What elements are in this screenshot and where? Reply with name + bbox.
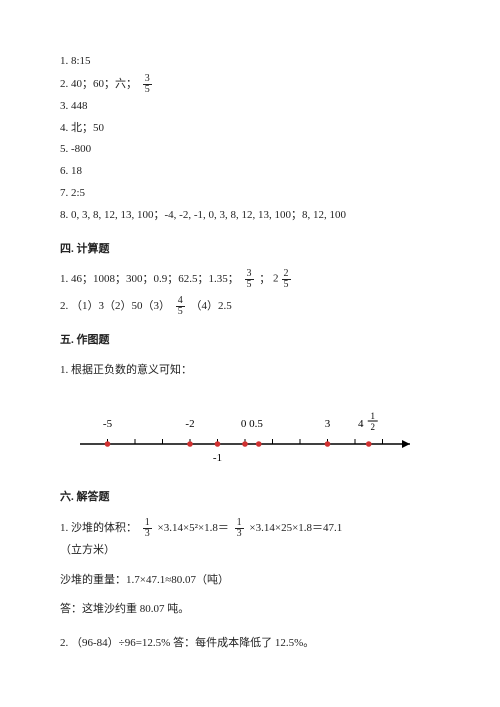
fraction: 4 5 xyxy=(176,296,185,317)
number-line: -5 -2 0 0.5 3 412 -1 xyxy=(60,399,440,474)
ans-3-4: 4. 北；50 xyxy=(60,119,440,139)
number-line-svg: -5 -2 0 0.5 3 412 -1 xyxy=(60,399,430,474)
ans-5-1: 1. 根据正负数的意义可知： xyxy=(60,361,440,381)
fraction: 1 3 xyxy=(143,518,152,539)
ans-3-3: 3. 448 xyxy=(60,97,440,117)
denom: 5 xyxy=(176,307,185,317)
heading-6: 六. 解答题 xyxy=(60,488,440,508)
ans-6-1-line4: 答：这堆沙约重 80.07 吨。 xyxy=(60,600,440,620)
heading-4: 四. 计算题 xyxy=(60,240,440,260)
text: 1. 46；1008；300；0.9；62.5；1.35； xyxy=(60,273,239,285)
ans-3-8: 8. 0, 3, 8, 12, 13, 100；-4, -2, -1, 0, 3… xyxy=(60,206,440,226)
fraction: 2 5 xyxy=(282,269,291,290)
denom: 5 xyxy=(245,280,254,290)
svg-text:3: 3 xyxy=(325,418,331,430)
ans-4-2: 2. （1）3（2）50（3） 4 5 （4）2.5 xyxy=(60,296,440,317)
text: （4）2.5 xyxy=(191,300,232,312)
whole: 2 xyxy=(273,273,279,285)
denom: 5 xyxy=(282,280,291,290)
svg-text:2: 2 xyxy=(371,422,376,432)
fraction: 3 5 xyxy=(143,74,152,95)
ans-6-2: 2. （96-84）÷96=12.5% 答：每件成本降低了 12.5%。 xyxy=(60,634,440,654)
heading-5: 五. 作图题 xyxy=(60,331,440,351)
denom: 3 xyxy=(143,529,152,539)
denom: 5 xyxy=(143,85,152,95)
sep: ； xyxy=(259,273,270,285)
ans-3-1: 1. 8:15 xyxy=(60,52,440,72)
text: ×3.14×5²×1.8＝ xyxy=(158,522,229,534)
ans-3-6: 6. 18 xyxy=(60,162,440,182)
text: 2. 40；60；六； xyxy=(60,78,137,90)
ans-3-7: 7. 2:5 xyxy=(60,184,440,204)
text: 2. （1）3（2）50（3） xyxy=(60,300,170,312)
text: 1. 沙堆的体积： xyxy=(60,522,137,534)
ans-3-2: 2. 40；60；六； 3 5 xyxy=(60,74,440,95)
fraction: 3 5 xyxy=(245,269,254,290)
svg-text:4: 4 xyxy=(358,418,364,430)
ans-3-5: 5. -800 xyxy=(60,140,440,160)
mixed-number: 2 2 5 xyxy=(273,269,294,290)
svg-text:0 0.5: 0 0.5 xyxy=(241,418,264,430)
fraction: 1 3 xyxy=(235,518,244,539)
svg-text:-2: -2 xyxy=(185,418,194,430)
svg-text:1: 1 xyxy=(371,411,376,421)
svg-text:-1: -1 xyxy=(213,452,222,464)
ans-6-1-line2: （立方米） xyxy=(60,541,440,561)
ans-4-1: 1. 46；1008；300；0.9；62.5；1.35； 3 5 ； 2 2 … xyxy=(60,269,440,290)
ans-6-1-line3: 沙堆的重量：1.7×47.1≈80.07（吨） xyxy=(60,571,440,591)
text: ×3.14×25×1.8＝47.1 xyxy=(249,522,342,534)
svg-text:-5: -5 xyxy=(103,418,113,430)
denom: 3 xyxy=(235,529,244,539)
ans-6-1-line1: 1. 沙堆的体积： 1 3 ×3.14×5²×1.8＝ 1 3 ×3.14×25… xyxy=(60,518,440,539)
